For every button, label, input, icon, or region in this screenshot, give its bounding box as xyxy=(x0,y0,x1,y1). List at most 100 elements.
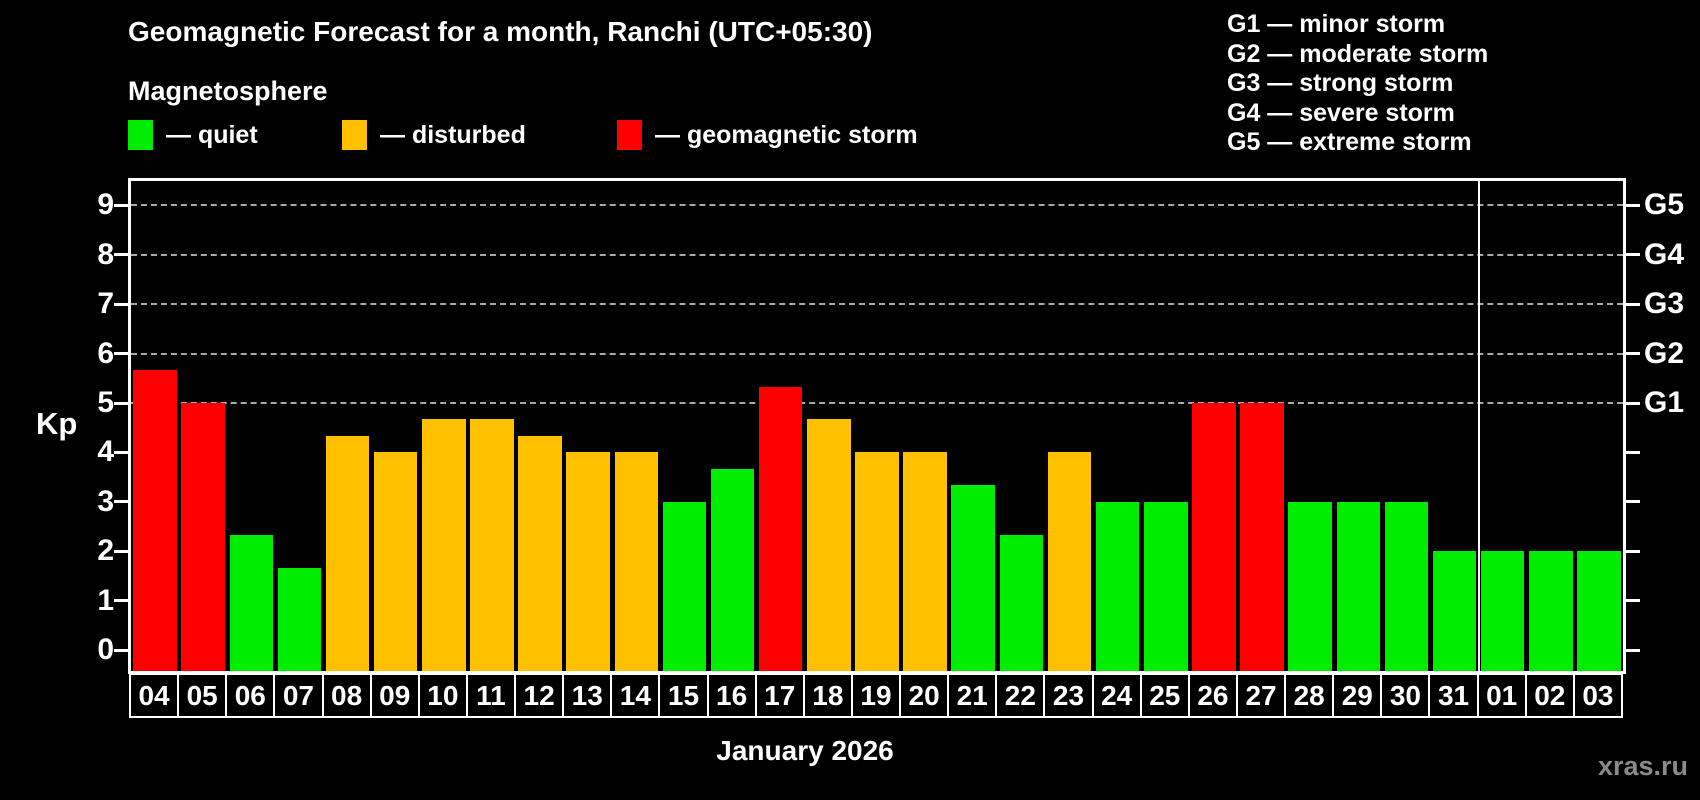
day-label-19: 19 xyxy=(850,673,902,718)
right-axis-tick xyxy=(1626,401,1640,405)
y-axis-tick xyxy=(114,253,128,257)
kp-bar-day-17 xyxy=(758,386,803,671)
y-axis-label: 1 xyxy=(97,583,114,617)
day-label-14: 14 xyxy=(610,673,661,718)
kp-bar-day-29 xyxy=(1336,501,1381,671)
y-axis-tick xyxy=(114,648,128,652)
day-label-06: 06 xyxy=(225,673,276,718)
kp-bar-day-19 xyxy=(855,452,899,671)
storm-scale-line: G5 — extreme storm xyxy=(1227,128,1472,156)
gridline-kp-7 xyxy=(131,303,1623,306)
kp-bar-day-01 xyxy=(1480,551,1525,671)
day-label-28: 28 xyxy=(1284,673,1335,718)
kp-bar-day-27 xyxy=(1240,403,1284,671)
y-axis-label: 6 xyxy=(97,336,114,370)
storm-scale-line: G3 — strong storm xyxy=(1227,69,1454,97)
kp-bar-day-28 xyxy=(1288,501,1332,671)
y-axis-label: 3 xyxy=(97,484,114,518)
y-axis-label: 8 xyxy=(97,237,114,271)
kp-bar-day-21 xyxy=(951,485,995,671)
right-axis-tick xyxy=(1626,253,1640,257)
y-axis-tick xyxy=(114,401,128,405)
kp-bar-day-14 xyxy=(614,452,659,671)
month-separator xyxy=(1477,181,1481,671)
legend-item-storm: — geomagnetic storm xyxy=(617,119,918,151)
chart-subtitle: Magnetosphere xyxy=(128,76,328,106)
day-label-29: 29 xyxy=(1332,673,1383,718)
y-axis-tick xyxy=(114,450,128,454)
kp-bar-day-30 xyxy=(1384,501,1429,671)
legend-label: — quiet xyxy=(166,120,258,149)
day-label-23: 23 xyxy=(1043,673,1094,718)
day-label-09: 09 xyxy=(369,673,420,718)
kp-bar-day-08 xyxy=(325,436,370,671)
right-axis-tick xyxy=(1626,302,1640,306)
day-label-10: 10 xyxy=(417,673,468,718)
day-label-12: 12 xyxy=(514,673,565,718)
kp-bar-day-13 xyxy=(566,452,610,671)
day-label-16: 16 xyxy=(706,673,757,718)
day-label-15: 15 xyxy=(658,673,709,718)
legend-label: — geomagnetic storm xyxy=(655,120,918,149)
kp-bar-day-15 xyxy=(662,501,707,671)
storm-scale-line: G1 — minor storm xyxy=(1227,10,1446,38)
y-axis-label: 9 xyxy=(97,188,114,222)
storm-scale-line: G4 — severe storm xyxy=(1227,98,1455,127)
gridline-kp-8 xyxy=(131,253,1623,256)
day-label-20: 20 xyxy=(899,673,950,718)
day-label-13: 13 xyxy=(562,673,613,718)
kp-bar-day-20 xyxy=(903,452,947,671)
kp-bar-day-05 xyxy=(181,403,225,671)
y-axis-tick xyxy=(114,302,128,306)
day-label-31: 31 xyxy=(1428,673,1479,718)
right-axis-tick xyxy=(1626,203,1640,207)
g-scale-label-G5: G5 xyxy=(1644,188,1685,222)
kp-bar-day-25 xyxy=(1144,501,1188,671)
kp-bar-day-04 xyxy=(133,369,177,671)
day-label-21: 21 xyxy=(947,673,998,718)
y-axis-label: 0 xyxy=(97,633,114,666)
kp-bar-day-31 xyxy=(1432,551,1477,671)
kp-bar-day-09 xyxy=(373,452,418,671)
y-axis-tick xyxy=(114,500,128,504)
kp-bar-day-18 xyxy=(807,419,851,671)
legend-label: — disturbed xyxy=(380,120,526,149)
storm-scale-line: G2 — moderate storm xyxy=(1227,39,1489,68)
y-axis-label: 7 xyxy=(97,287,114,321)
right-axis-tick xyxy=(1626,500,1640,504)
day-label-17: 17 xyxy=(754,673,805,718)
kp-bar-day-03 xyxy=(1577,551,1621,671)
gridline-kp-5 xyxy=(131,402,1623,404)
x-axis-title: January 2026 xyxy=(716,735,894,766)
kp-bar-day-12 xyxy=(518,436,562,671)
day-label-30: 30 xyxy=(1380,673,1431,718)
g-scale-label-G1: G1 xyxy=(1644,386,1685,419)
right-axis-tick xyxy=(1626,352,1640,356)
day-label-18: 18 xyxy=(802,673,853,718)
y-axis-label: 5 xyxy=(97,386,114,419)
kp-bar-day-22 xyxy=(999,534,1044,671)
g-scale-label-G4: G4 xyxy=(1644,237,1685,271)
y-axis-label: 4 xyxy=(97,435,114,469)
legend-item-quiet: — quiet xyxy=(128,119,258,151)
watermark: xras.ru xyxy=(1597,751,1688,781)
g-scale-label-G3: G3 xyxy=(1644,287,1685,321)
kp-bar-day-11 xyxy=(470,419,514,671)
right-axis-tick xyxy=(1626,648,1640,652)
gridline-kp-9 xyxy=(131,204,1623,207)
day-label-24: 24 xyxy=(1091,673,1142,718)
day-label-07: 07 xyxy=(273,673,324,718)
kp-bar-day-24 xyxy=(1095,501,1140,671)
day-label-08: 08 xyxy=(321,673,372,718)
kp-bar-day-10 xyxy=(422,419,466,671)
y-axis-tick xyxy=(114,352,128,356)
day-label-26: 26 xyxy=(1187,673,1238,718)
storm-scale-legend: G1 — minor storm G2 — moderate storm G3 — … xyxy=(1227,10,1488,158)
y-axis-label: 2 xyxy=(97,534,114,568)
right-axis-tick xyxy=(1626,450,1640,454)
gridline-kp-6 xyxy=(131,352,1623,355)
day-label-25: 25 xyxy=(1139,673,1190,718)
day-label-03: 03 xyxy=(1572,673,1623,718)
y-axis-tick xyxy=(114,549,128,553)
